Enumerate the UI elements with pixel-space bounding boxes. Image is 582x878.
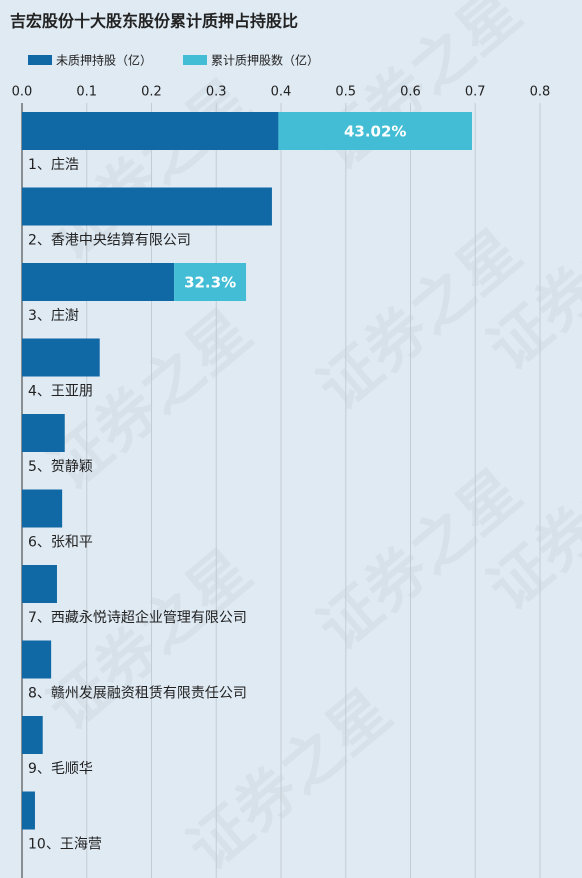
category-label: 5、贺静颖	[28, 459, 93, 475]
bar	[22, 263, 175, 301]
bar	[174, 263, 247, 301]
category-label: 9、毛顺华	[28, 761, 93, 777]
legend-swatch	[28, 55, 52, 65]
bar	[22, 791, 35, 830]
bar	[22, 338, 100, 377]
legend-label: 未质押持股（亿）	[56, 53, 152, 68]
category-label: 7、西藏永悦诗超企业管理有限公司	[28, 609, 247, 626]
x-tick-label: 0.0	[12, 85, 33, 100]
x-tick-label: 0.7	[465, 85, 486, 100]
legend-label: 累计质押股数（亿）	[211, 53, 319, 68]
x-tick-label: 0.2	[141, 85, 162, 100]
bar	[22, 112, 279, 150]
category-label: 3、庄澍	[28, 307, 79, 324]
bar	[278, 112, 473, 150]
legend-swatch	[183, 55, 207, 65]
category-label: 1、庄浩	[28, 156, 79, 173]
bar	[22, 187, 272, 226]
category-label: 6、张和平	[28, 535, 93, 551]
watermark: 证券之星	[175, 676, 404, 878]
watermark: 证券之星	[35, 536, 264, 744]
chart-title: 吉宏股份十大股东股份累计质押占持股比	[10, 12, 298, 31]
category-label: 10、王海营	[28, 837, 102, 853]
x-tick-label: 0.8	[530, 85, 551, 100]
x-tick-label: 0.3	[206, 85, 227, 100]
data-label: 32.3%	[184, 274, 236, 292]
bar	[22, 489, 63, 528]
bar	[22, 640, 52, 679]
category-label: 2、香港中央结算有限公司	[28, 233, 191, 249]
category-label: 8、赣州发展融资租赁有限责任公司	[28, 686, 247, 702]
x-tick-label: 0.4	[271, 85, 292, 100]
x-tick-label: 0.6	[400, 85, 421, 100]
data-label: 43.02%	[344, 123, 406, 141]
x-tick-label: 0.1	[76, 85, 97, 100]
bar	[22, 716, 43, 754]
bar	[22, 565, 57, 603]
bar	[22, 414, 65, 452]
x-tick-label: 0.5	[335, 85, 356, 100]
category-label: 4、王亚朋	[28, 384, 93, 400]
